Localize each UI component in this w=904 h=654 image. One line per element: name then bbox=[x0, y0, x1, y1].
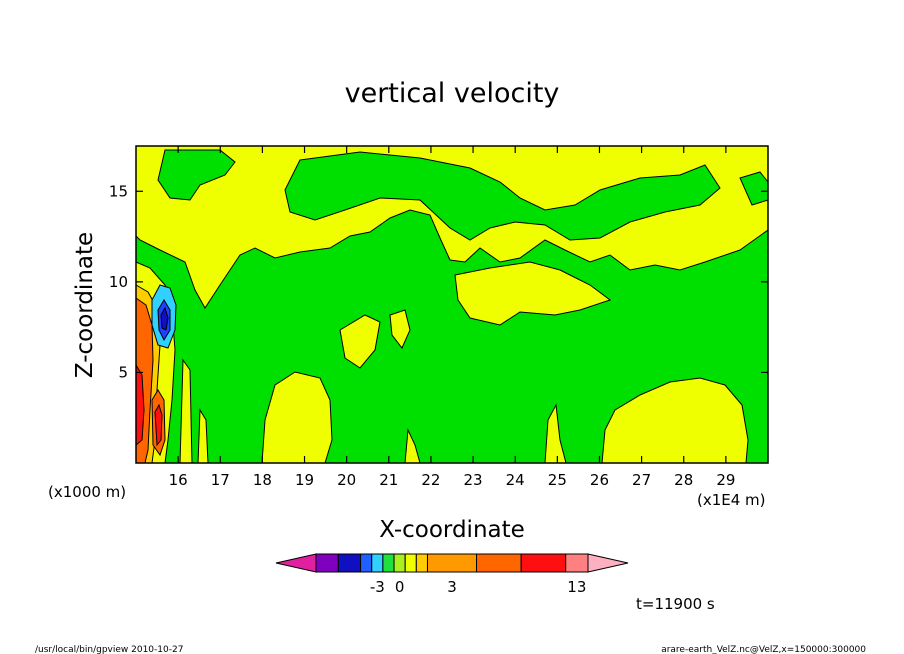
colorbar-segment bbox=[360, 553, 373, 573]
footer-right: arare-earth_VelZ.nc@VelZ,x=150000:300000 bbox=[661, 645, 866, 654]
colorbar-segment bbox=[520, 553, 567, 573]
x-tick-label: 16 bbox=[169, 471, 188, 489]
colorbar-segment bbox=[382, 553, 395, 573]
x-tick-label: 26 bbox=[590, 471, 609, 489]
colorbar-segment bbox=[315, 553, 339, 573]
x-tick-label: 24 bbox=[506, 471, 525, 489]
footer-left: /usr/local/bin/gpview 2010-10-27 bbox=[35, 645, 183, 654]
x-tick-label: 20 bbox=[337, 471, 356, 489]
contour-region bbox=[389, 309, 411, 349]
colorbar-segment bbox=[476, 553, 522, 573]
contour-field bbox=[135, 145, 769, 464]
x-tick-label: 21 bbox=[379, 471, 398, 489]
x-tick-label: 17 bbox=[211, 471, 230, 489]
y-tick-label: 10 bbox=[109, 273, 128, 291]
x-unit-right: (x1E4 m) bbox=[697, 491, 766, 509]
contour-region bbox=[160, 306, 169, 331]
axes: 16 17 18 19 20 21 22 23 24 25 26 27 28 29 5 10 15 bbox=[109, 146, 768, 489]
colorbar-tick-label: -3 bbox=[370, 578, 385, 596]
x-tick-label: 25 bbox=[548, 471, 567, 489]
colorbar-segment bbox=[393, 553, 406, 573]
x-tick-label: 27 bbox=[632, 471, 651, 489]
plot-frame bbox=[135, 145, 769, 464]
colorbar-segment bbox=[426, 553, 478, 573]
contour-region bbox=[154, 403, 163, 447]
time-label: t=11900 s bbox=[636, 595, 715, 613]
contour-region bbox=[339, 314, 381, 369]
contour-region bbox=[601, 377, 749, 464]
colorbar: -3 0 3 13 bbox=[275, 553, 629, 596]
chart-title: vertical velocity bbox=[345, 78, 560, 109]
x-tick-label: 19 bbox=[295, 471, 314, 489]
x-tick-label: 23 bbox=[464, 471, 483, 489]
contour-region bbox=[454, 261, 612, 326]
x-tick-label: 28 bbox=[674, 471, 693, 489]
contour-region bbox=[284, 151, 721, 241]
x-tick-label: 29 bbox=[716, 471, 735, 489]
y-tick-label: 5 bbox=[118, 363, 128, 381]
colorbar-tick-label: 0 bbox=[395, 578, 405, 596]
colorbar-tick-label: 3 bbox=[447, 578, 457, 596]
x-axis-label: X-coordinate bbox=[379, 517, 525, 543]
colorbar-segment bbox=[371, 553, 384, 573]
colorbar-end-low bbox=[275, 553, 317, 573]
x-tick-label: 18 bbox=[253, 471, 272, 489]
x-tick-label: 22 bbox=[421, 471, 440, 489]
colorbar-end-high bbox=[587, 553, 629, 573]
colorbar-tick-label: 13 bbox=[567, 578, 586, 596]
colorbar-segment bbox=[337, 553, 362, 573]
colorbar-segment bbox=[565, 553, 589, 573]
x-unit-left: (x1000 m) bbox=[48, 483, 126, 501]
colorbar-segment bbox=[415, 553, 428, 573]
colorbar-segment bbox=[404, 553, 417, 573]
contour-region bbox=[157, 149, 236, 201]
contour-region bbox=[261, 371, 333, 464]
y-tick-label: 15 bbox=[109, 182, 128, 200]
y-axis-label: Z-coordinate bbox=[72, 232, 98, 378]
